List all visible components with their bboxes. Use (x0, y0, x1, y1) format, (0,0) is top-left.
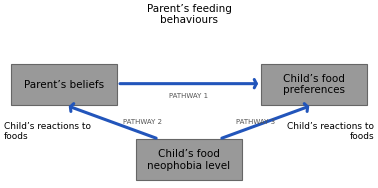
Text: Child’s reactions to
foods: Child’s reactions to foods (287, 122, 374, 141)
Text: PATHWAY 3: PATHWAY 3 (236, 119, 276, 125)
Text: Child’s food
preferences: Child’s food preferences (283, 74, 345, 95)
Text: Parent’s feeding
behaviours: Parent’s feeding behaviours (147, 4, 231, 25)
Text: Parent’s beliefs: Parent’s beliefs (24, 80, 104, 90)
FancyBboxPatch shape (261, 64, 367, 105)
Text: Child’s reactions to
foods: Child’s reactions to foods (4, 122, 91, 141)
FancyBboxPatch shape (11, 64, 117, 105)
Text: PATHWAY 1: PATHWAY 1 (169, 93, 209, 99)
FancyBboxPatch shape (136, 139, 242, 180)
Text: Child’s food
neophobia level: Child’s food neophobia level (147, 149, 231, 171)
Text: PATHWAY 2: PATHWAY 2 (123, 119, 162, 125)
